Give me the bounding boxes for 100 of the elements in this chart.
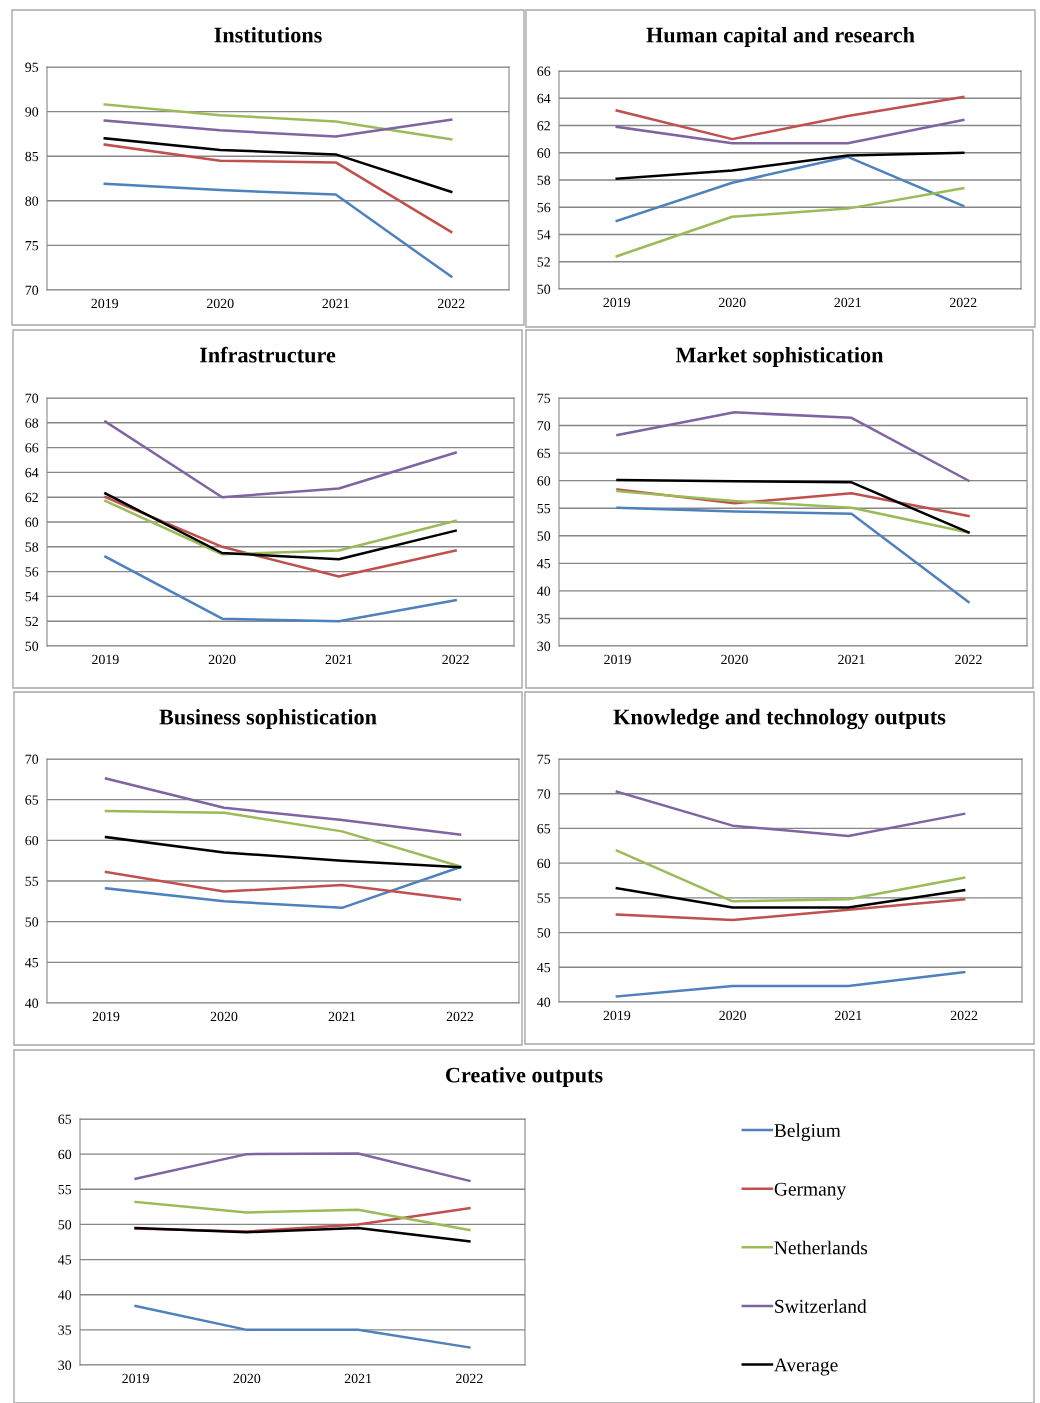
y-tick-label: 50 xyxy=(58,1220,72,1230)
y-tick-label: 45 xyxy=(537,962,551,973)
legend-label: Switzerland xyxy=(775,1299,867,1313)
y-tick-label: 66 xyxy=(25,443,39,453)
x-tick-label: 2019 xyxy=(604,654,631,665)
y-tick-label: 55 xyxy=(25,876,39,886)
y-tick-label: 45 xyxy=(58,1255,72,1265)
y-tick-label: 40 xyxy=(537,586,551,596)
legend-label: Belgium xyxy=(774,1123,841,1142)
chart-title: Market sophistication xyxy=(675,346,884,368)
x-tick-label: 2022 xyxy=(456,1373,483,1384)
x-tick-label: 2022 xyxy=(446,1011,474,1022)
y-tick-label: 52 xyxy=(25,616,38,627)
y-tick-label: 75 xyxy=(25,241,39,251)
y-tick-label: 60 xyxy=(537,858,551,869)
x-tick-label: 2020 xyxy=(208,654,236,665)
line-series xyxy=(615,155,965,223)
x-tick-label: 2021 xyxy=(325,654,352,665)
x-tick-label: 2021 xyxy=(835,1010,862,1021)
y-tick-label: 40 xyxy=(25,998,39,1008)
x-tick-label: 2021 xyxy=(838,654,865,665)
y-tick-label: 64 xyxy=(537,93,551,104)
x-tick-label: 2021 xyxy=(328,1011,356,1022)
y-tick-label: 60 xyxy=(537,148,551,158)
y-tick-label: 65 xyxy=(58,1114,72,1124)
legend-label: Germany xyxy=(774,1182,847,1200)
y-tick-label: 60 xyxy=(537,476,551,486)
line-series xyxy=(104,835,462,869)
x-tick-label: 2019 xyxy=(603,1010,631,1021)
y-tick-label: 50 xyxy=(25,917,39,927)
line-series xyxy=(103,118,453,138)
x-tick-label: 2021 xyxy=(834,297,861,308)
line-series xyxy=(103,137,453,194)
x-tick-label: 2020 xyxy=(718,297,746,308)
line-series xyxy=(104,865,462,910)
x-tick-label: 2019 xyxy=(122,1373,149,1384)
x-tick-label: 2020 xyxy=(719,1010,746,1021)
y-tick-label: 50 xyxy=(537,531,551,541)
x-tick-label: 2019 xyxy=(91,298,119,309)
line-series xyxy=(103,143,453,234)
x-tick-label: 2020 xyxy=(206,298,234,309)
y-tick-label: 45 xyxy=(537,559,551,569)
y-tick-label: 70 xyxy=(537,421,551,431)
x-tick-label: 2019 xyxy=(92,654,119,665)
line-series xyxy=(104,777,462,836)
y-tick-label: 35 xyxy=(537,614,551,624)
y-tick-label: 45 xyxy=(25,958,39,968)
y-tick-label: 50 xyxy=(25,641,39,651)
y-tick-label: 54 xyxy=(25,592,39,602)
y-tick-label: 58 xyxy=(537,175,551,185)
x-tick-label: 2022 xyxy=(442,654,469,665)
line-series xyxy=(616,489,970,534)
y-tick-label: 30 xyxy=(58,1360,72,1370)
y-tick-label: 40 xyxy=(58,1290,72,1300)
y-tick-label: 65 xyxy=(537,448,551,459)
y-tick-label: 54 xyxy=(537,230,551,240)
y-tick-label: 58 xyxy=(25,542,39,552)
x-tick-label: 2019 xyxy=(92,1011,120,1022)
line-series xyxy=(616,506,970,604)
line-series xyxy=(615,151,965,180)
y-tick-label: 65 xyxy=(537,824,551,834)
y-tick-label: 56 xyxy=(25,567,39,577)
x-tick-label: 2019 xyxy=(603,297,631,308)
x-tick-label: 2021 xyxy=(322,298,349,309)
line-series xyxy=(104,420,457,499)
line-series xyxy=(103,103,453,141)
x-tick-label: 2022 xyxy=(437,298,465,309)
line-series xyxy=(615,186,965,258)
chart-title: Human capital and research xyxy=(646,26,915,48)
y-tick-label: 40 xyxy=(537,997,551,1007)
y-tick-label: 65 xyxy=(25,795,39,805)
line-series xyxy=(134,1152,471,1183)
y-tick-label: 30 xyxy=(537,641,551,651)
y-tick-label: 68 xyxy=(25,418,39,428)
y-tick-label: 85 xyxy=(25,151,39,162)
y-tick-label: 70 xyxy=(537,789,551,799)
line-series xyxy=(615,898,966,922)
y-tick-label: 60 xyxy=(58,1149,72,1160)
y-tick-label: 70 xyxy=(25,393,39,403)
y-tick-label: 52 xyxy=(537,257,550,267)
y-tick-label: 56 xyxy=(537,202,551,213)
y-tick-label: 50 xyxy=(537,928,551,938)
line-series xyxy=(134,1200,471,1232)
y-tick-label: 95 xyxy=(25,62,39,72)
y-tick-label: 50 xyxy=(537,284,551,294)
chart-title: Business sophistication xyxy=(159,708,377,730)
chart-title: Institutions xyxy=(214,26,322,43)
legend-label: Average xyxy=(774,1358,838,1376)
y-tick-label: 70 xyxy=(25,285,39,295)
y-tick-label: 64 xyxy=(25,468,39,478)
chart-title: Knowledge and technology outputs xyxy=(613,708,946,730)
y-tick-label: 90 xyxy=(25,107,39,117)
y-tick-label: 60 xyxy=(25,835,39,846)
line-series xyxy=(616,478,970,534)
x-tick-label: 2020 xyxy=(721,654,748,665)
line-series xyxy=(104,870,462,901)
y-tick-label: 70 xyxy=(25,754,39,764)
y-tick-label: 62 xyxy=(25,492,38,503)
line-series xyxy=(103,182,453,278)
line-series xyxy=(616,411,970,482)
